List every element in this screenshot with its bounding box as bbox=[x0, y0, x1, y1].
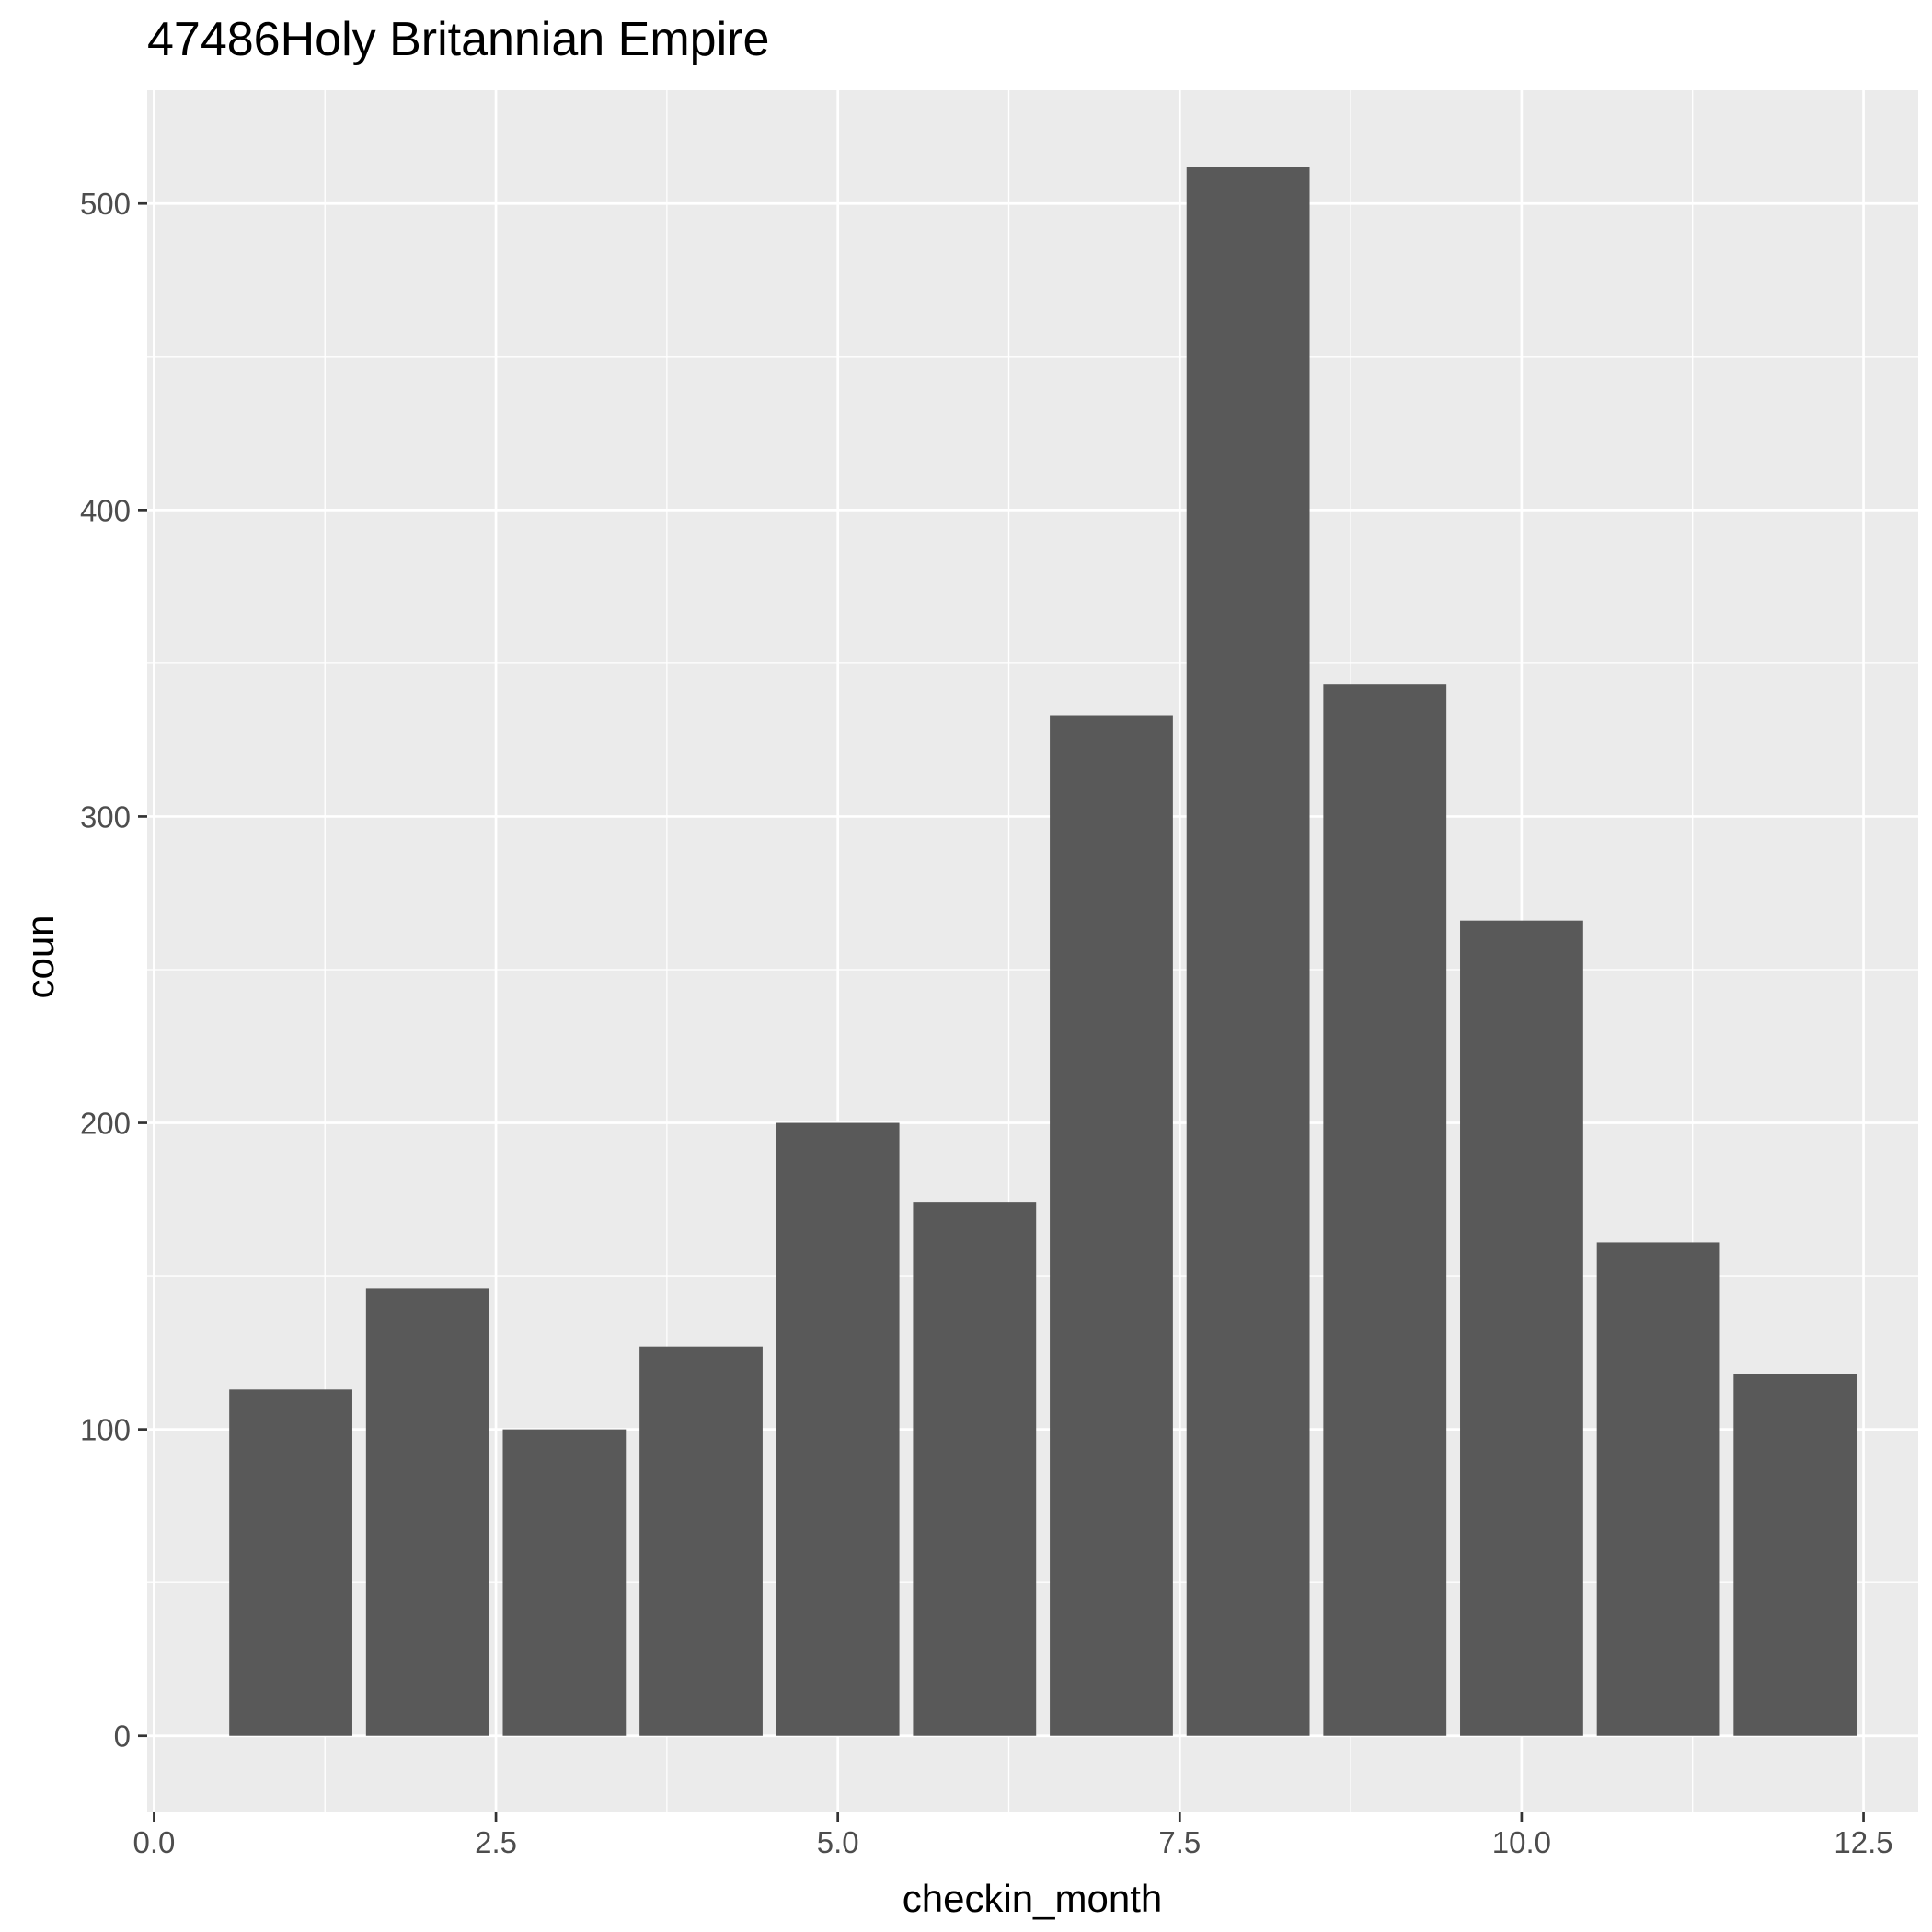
bar-month-12 bbox=[1733, 1374, 1857, 1736]
y-tick-label: 500 bbox=[80, 187, 131, 221]
bar-month-6 bbox=[913, 1202, 1037, 1736]
bar-month-9 bbox=[1323, 684, 1447, 1736]
y-tick-label: 100 bbox=[80, 1413, 131, 1447]
y-tick-label: 200 bbox=[80, 1107, 131, 1141]
chart-title: 47486Holy Britannian Empire bbox=[147, 13, 769, 66]
bar-month-11 bbox=[1596, 1242, 1720, 1736]
x-tick-label: 0.0 bbox=[132, 1825, 175, 1859]
y-tick-label: 0 bbox=[114, 1719, 131, 1754]
x-tick-label: 12.5 bbox=[1834, 1825, 1892, 1859]
y-axis-title: coun bbox=[18, 914, 62, 998]
y-axis: 0 100 200 300 400 500 bbox=[80, 187, 147, 1754]
bars bbox=[229, 167, 1857, 1736]
bar-month-5 bbox=[776, 1122, 900, 1736]
x-tick-label: 7.5 bbox=[1158, 1825, 1201, 1859]
bar-month-4 bbox=[639, 1346, 763, 1736]
bar-month-8 bbox=[1186, 167, 1310, 1736]
x-axis: 0.0 2.5 5.0 7.5 10.0 12.5 bbox=[132, 1812, 1893, 1859]
bar-month-1 bbox=[229, 1389, 352, 1736]
y-tick-label: 400 bbox=[80, 493, 131, 527]
bar-month-10 bbox=[1460, 920, 1583, 1736]
bar-month-7 bbox=[1050, 715, 1173, 1736]
x-axis-title: checkin_month bbox=[903, 1877, 1163, 1920]
x-tick-label: 10.0 bbox=[1492, 1825, 1551, 1859]
bar-month-2 bbox=[365, 1288, 489, 1736]
bar-month-3 bbox=[502, 1429, 627, 1736]
y-tick-label: 300 bbox=[80, 799, 131, 834]
x-tick-label: 5.0 bbox=[817, 1825, 859, 1859]
x-tick-label: 2.5 bbox=[475, 1825, 517, 1859]
